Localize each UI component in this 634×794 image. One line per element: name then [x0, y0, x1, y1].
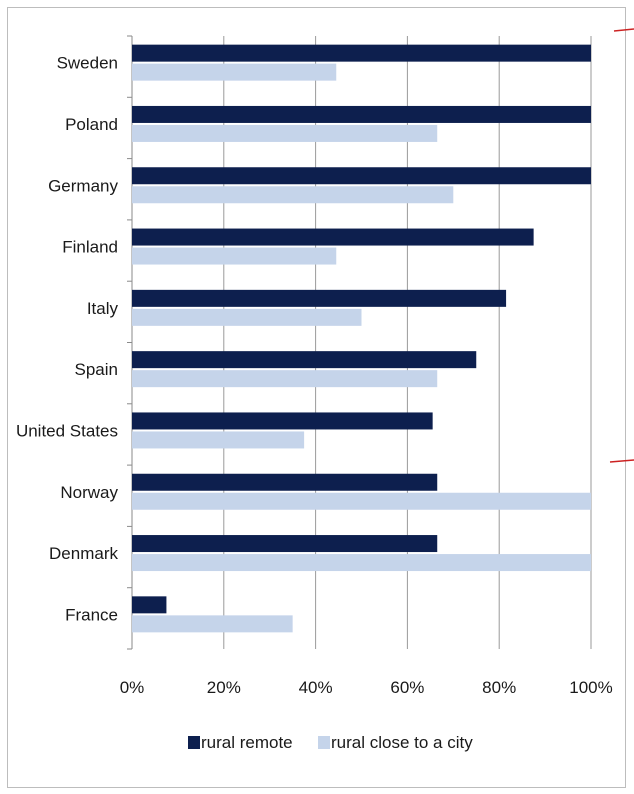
- bar-rural-remote-denmark: [132, 535, 438, 553]
- bar-rural-remote-united-states: [132, 412, 433, 430]
- bar-rural-remote-finland: [132, 228, 534, 246]
- bar-rural-close-to-a-city-denmark: [132, 554, 591, 572]
- bar-rural-remote-sweden: [132, 44, 591, 62]
- legend: rural remote rural close to a city: [188, 733, 473, 752]
- x-tick-label: 0%: [120, 678, 145, 697]
- x-tick-label: 60%: [390, 678, 424, 697]
- tick-labels: 0% 20% 40% 60% 80% 100%: [120, 678, 613, 697]
- bar-rural-close-to-a-city-finland: [132, 247, 337, 265]
- bar-rural-close-to-a-city-sweden: [132, 63, 337, 81]
- category-label: Norway: [60, 483, 118, 502]
- category-label: Italy: [87, 299, 119, 318]
- category-label: Spain: [75, 360, 118, 379]
- bar-rural-close-to-a-city-germany: [132, 186, 454, 204]
- bar-rural-close-to-a-city-spain: [132, 370, 438, 388]
- bar-rural-close-to-a-city-italy: [132, 308, 362, 326]
- category-label: Denmark: [49, 544, 118, 563]
- x-tick-label: 20%: [207, 678, 241, 697]
- decorative-marks: [609, 28, 634, 463]
- category-label: United States: [16, 421, 118, 440]
- bar-rural-close-to-a-city-united-states: [132, 431, 305, 449]
- x-tick-label: 40%: [299, 678, 333, 697]
- category-label: Sweden: [57, 54, 118, 73]
- bar-rural-close-to-a-city-norway: [132, 492, 591, 510]
- bar-rural-remote-france: [132, 596, 167, 614]
- bar-rural-remote-poland: [132, 105, 591, 123]
- category-label: Finland: [62, 238, 118, 257]
- bar-rural-remote-spain: [132, 351, 477, 369]
- bar-rural-remote-germany: [132, 167, 591, 185]
- corner-mark-top: [613, 28, 634, 32]
- category-label: France: [65, 605, 118, 624]
- bar-rural-remote-italy: [132, 289, 507, 307]
- category-label: Germany: [48, 176, 118, 195]
- bar-rural-close-to-a-city-poland: [132, 124, 438, 142]
- legend-label: rural close to a city: [331, 733, 473, 752]
- legend-swatch: [318, 736, 330, 749]
- legend-swatch: [188, 736, 200, 749]
- category-label: Poland: [65, 115, 118, 134]
- x-tick-label: 80%: [482, 678, 516, 697]
- bar-rural-remote-norway: [132, 473, 438, 491]
- category-labels: Sweden Poland Germany Finland Italy Spain Unit…: [16, 54, 119, 625]
- bar-rural-close-to-a-city-france: [132, 615, 293, 633]
- x-tick-label: 100%: [569, 678, 612, 697]
- bars: [132, 44, 591, 633]
- legend-label: rural remote: [201, 733, 293, 752]
- corner-mark-middle: [609, 459, 634, 463]
